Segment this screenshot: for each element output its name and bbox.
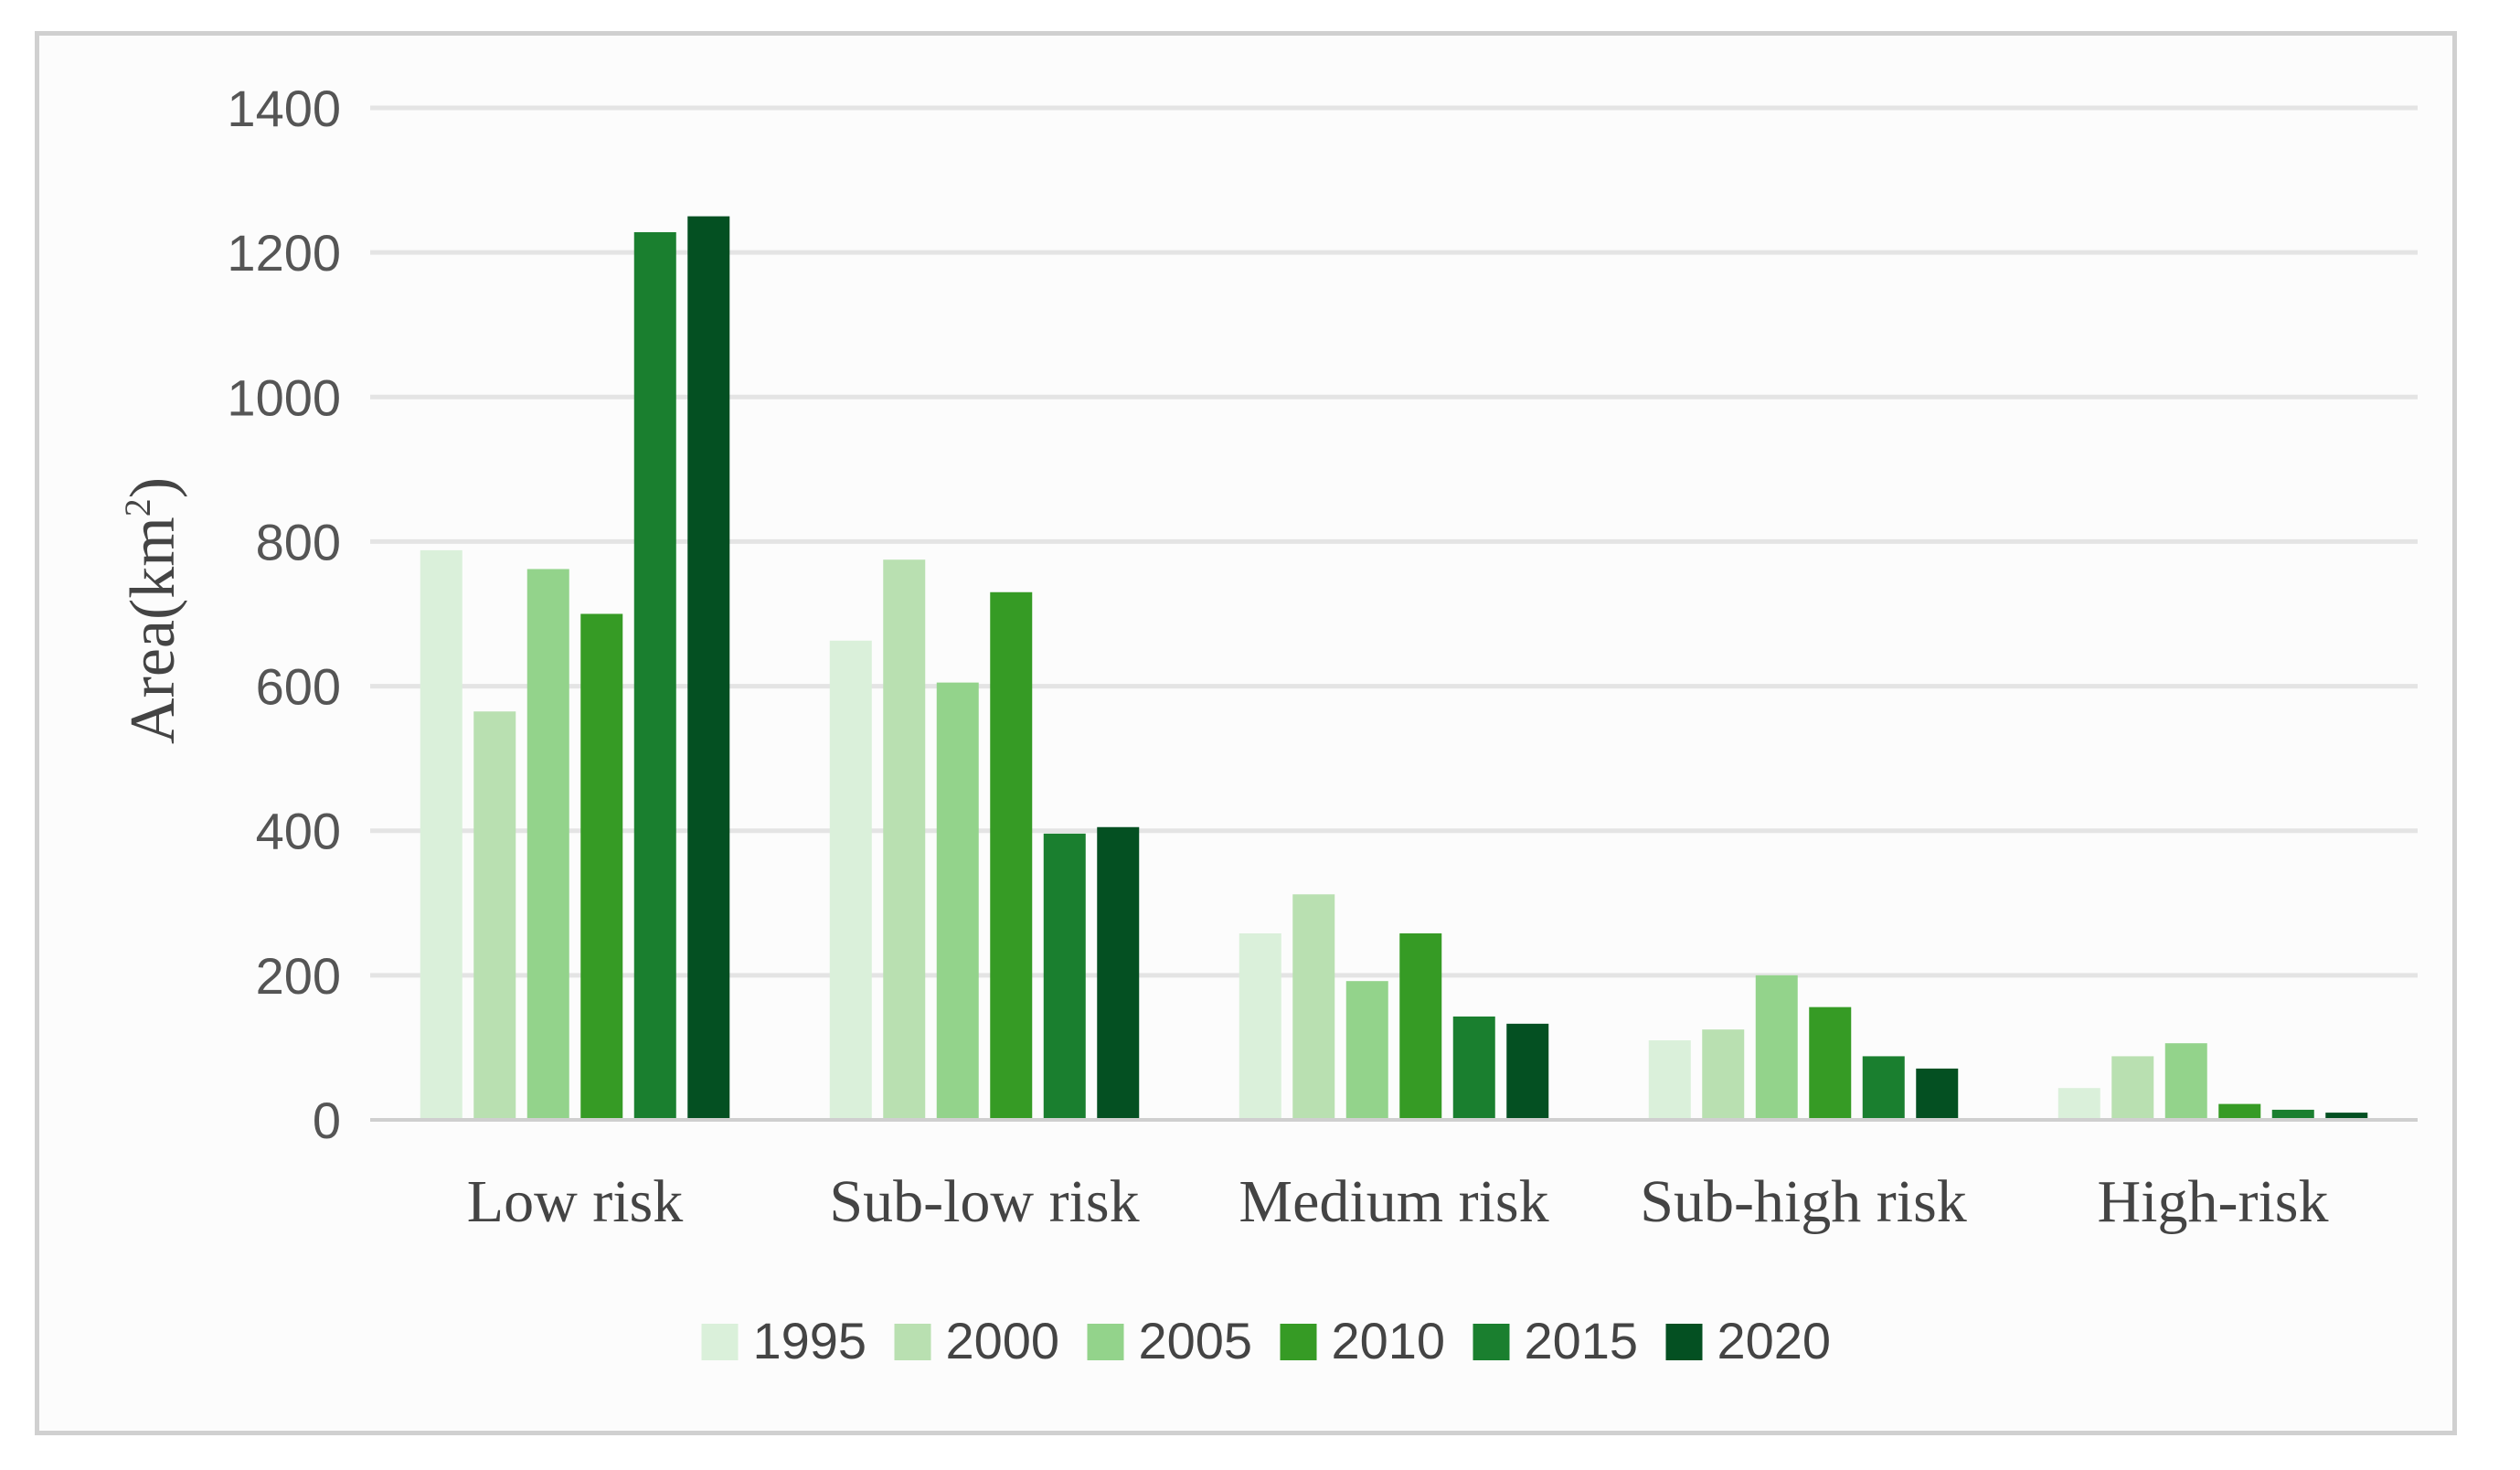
bar-2000-1 [883,559,926,1120]
bar-2005-3 [1755,975,1798,1120]
legend-swatch [1473,1324,1510,1360]
x-category-label: Low risk [467,1168,683,1235]
legend-item: 2010 [1280,1312,1446,1369]
bars [420,216,2368,1120]
legend-swatch [1087,1324,1124,1360]
bar-1995-4 [2057,1088,2100,1120]
legend-item: 1995 [701,1312,867,1369]
legend-label: 2020 [1717,1312,1832,1369]
bar-2015-3 [1862,1056,1905,1120]
legend: 1995 2000 2005 2010 2015 2020 [701,1312,1832,1369]
bar-2010-2 [1399,932,1442,1120]
x-category-label: Sub-low risk [829,1168,1139,1235]
y-axis-label: Area(km2) [117,477,188,744]
bar-2020-3 [1916,1068,1959,1120]
bar-2015-2 [1452,1016,1495,1120]
legend-item: 2005 [1087,1312,1253,1369]
x-category-label: Medium risk [1239,1168,1548,1235]
bar-2020-2 [1506,1023,1549,1120]
y-tick-label: 1400 [227,80,341,137]
bar-2020-4 [2325,1113,2368,1120]
legend-item: 2000 [894,1312,1060,1369]
bar-2000-0 [473,711,516,1120]
bar-1995-2 [1239,932,1281,1120]
y-tick-label: 200 [256,947,341,1005]
bar-2000-4 [2111,1056,2154,1120]
legend-label: 2000 [946,1312,1060,1369]
y-tick-label: 1000 [227,368,341,426]
legend-label: 2005 [1139,1312,1253,1369]
y-axis-ticks: 0 200 400 600 800 1000 1200 1400 [227,80,341,1149]
bar-1995-0 [420,549,463,1120]
bar-2010-1 [990,591,1033,1120]
x-category-label: High-risk [2098,1168,2329,1235]
gridlines [370,105,2418,978]
bar-2005-1 [936,682,979,1120]
legend-label: 1995 [753,1312,867,1369]
y-tick-label: 800 [256,513,341,570]
legend-swatch [1665,1324,1703,1360]
bar-2000-3 [1702,1029,1745,1120]
bar-2005-0 [526,569,569,1120]
bar-2020-0 [687,216,730,1120]
bar-2010-3 [1809,1007,1852,1120]
y-tick-label: 0 [313,1092,341,1149]
legend-label: 2010 [1332,1312,1446,1369]
bar-2020-1 [1097,826,1140,1120]
bar-2015-4 [2271,1109,2314,1120]
bar-2015-1 [1043,833,1086,1120]
legend-item: 2020 [1665,1312,1832,1369]
bar-2005-4 [2164,1043,2207,1120]
y-tick-label: 1200 [227,224,341,282]
bar-1995-1 [829,640,872,1120]
legend-swatch [894,1324,931,1360]
legend-item: 2015 [1473,1312,1639,1369]
bar-1995-3 [1648,1040,1691,1120]
legend-swatch [701,1324,739,1360]
bar-2015-0 [633,232,676,1120]
legend-swatch [1280,1324,1317,1360]
bar-2000-2 [1292,894,1335,1120]
y-tick-label: 600 [256,658,341,716]
bar-2005-2 [1345,981,1388,1120]
y-tick-label: 400 [256,803,341,860]
bar-2010-0 [580,613,623,1120]
x-axis-categories: Low risk Sub-low risk Medium risk Sub-high … [467,1168,2329,1235]
x-category-label: Sub-high risk [1640,1168,1967,1235]
bar-2010-4 [2218,1103,2261,1120]
legend-label: 2015 [1525,1312,1639,1369]
